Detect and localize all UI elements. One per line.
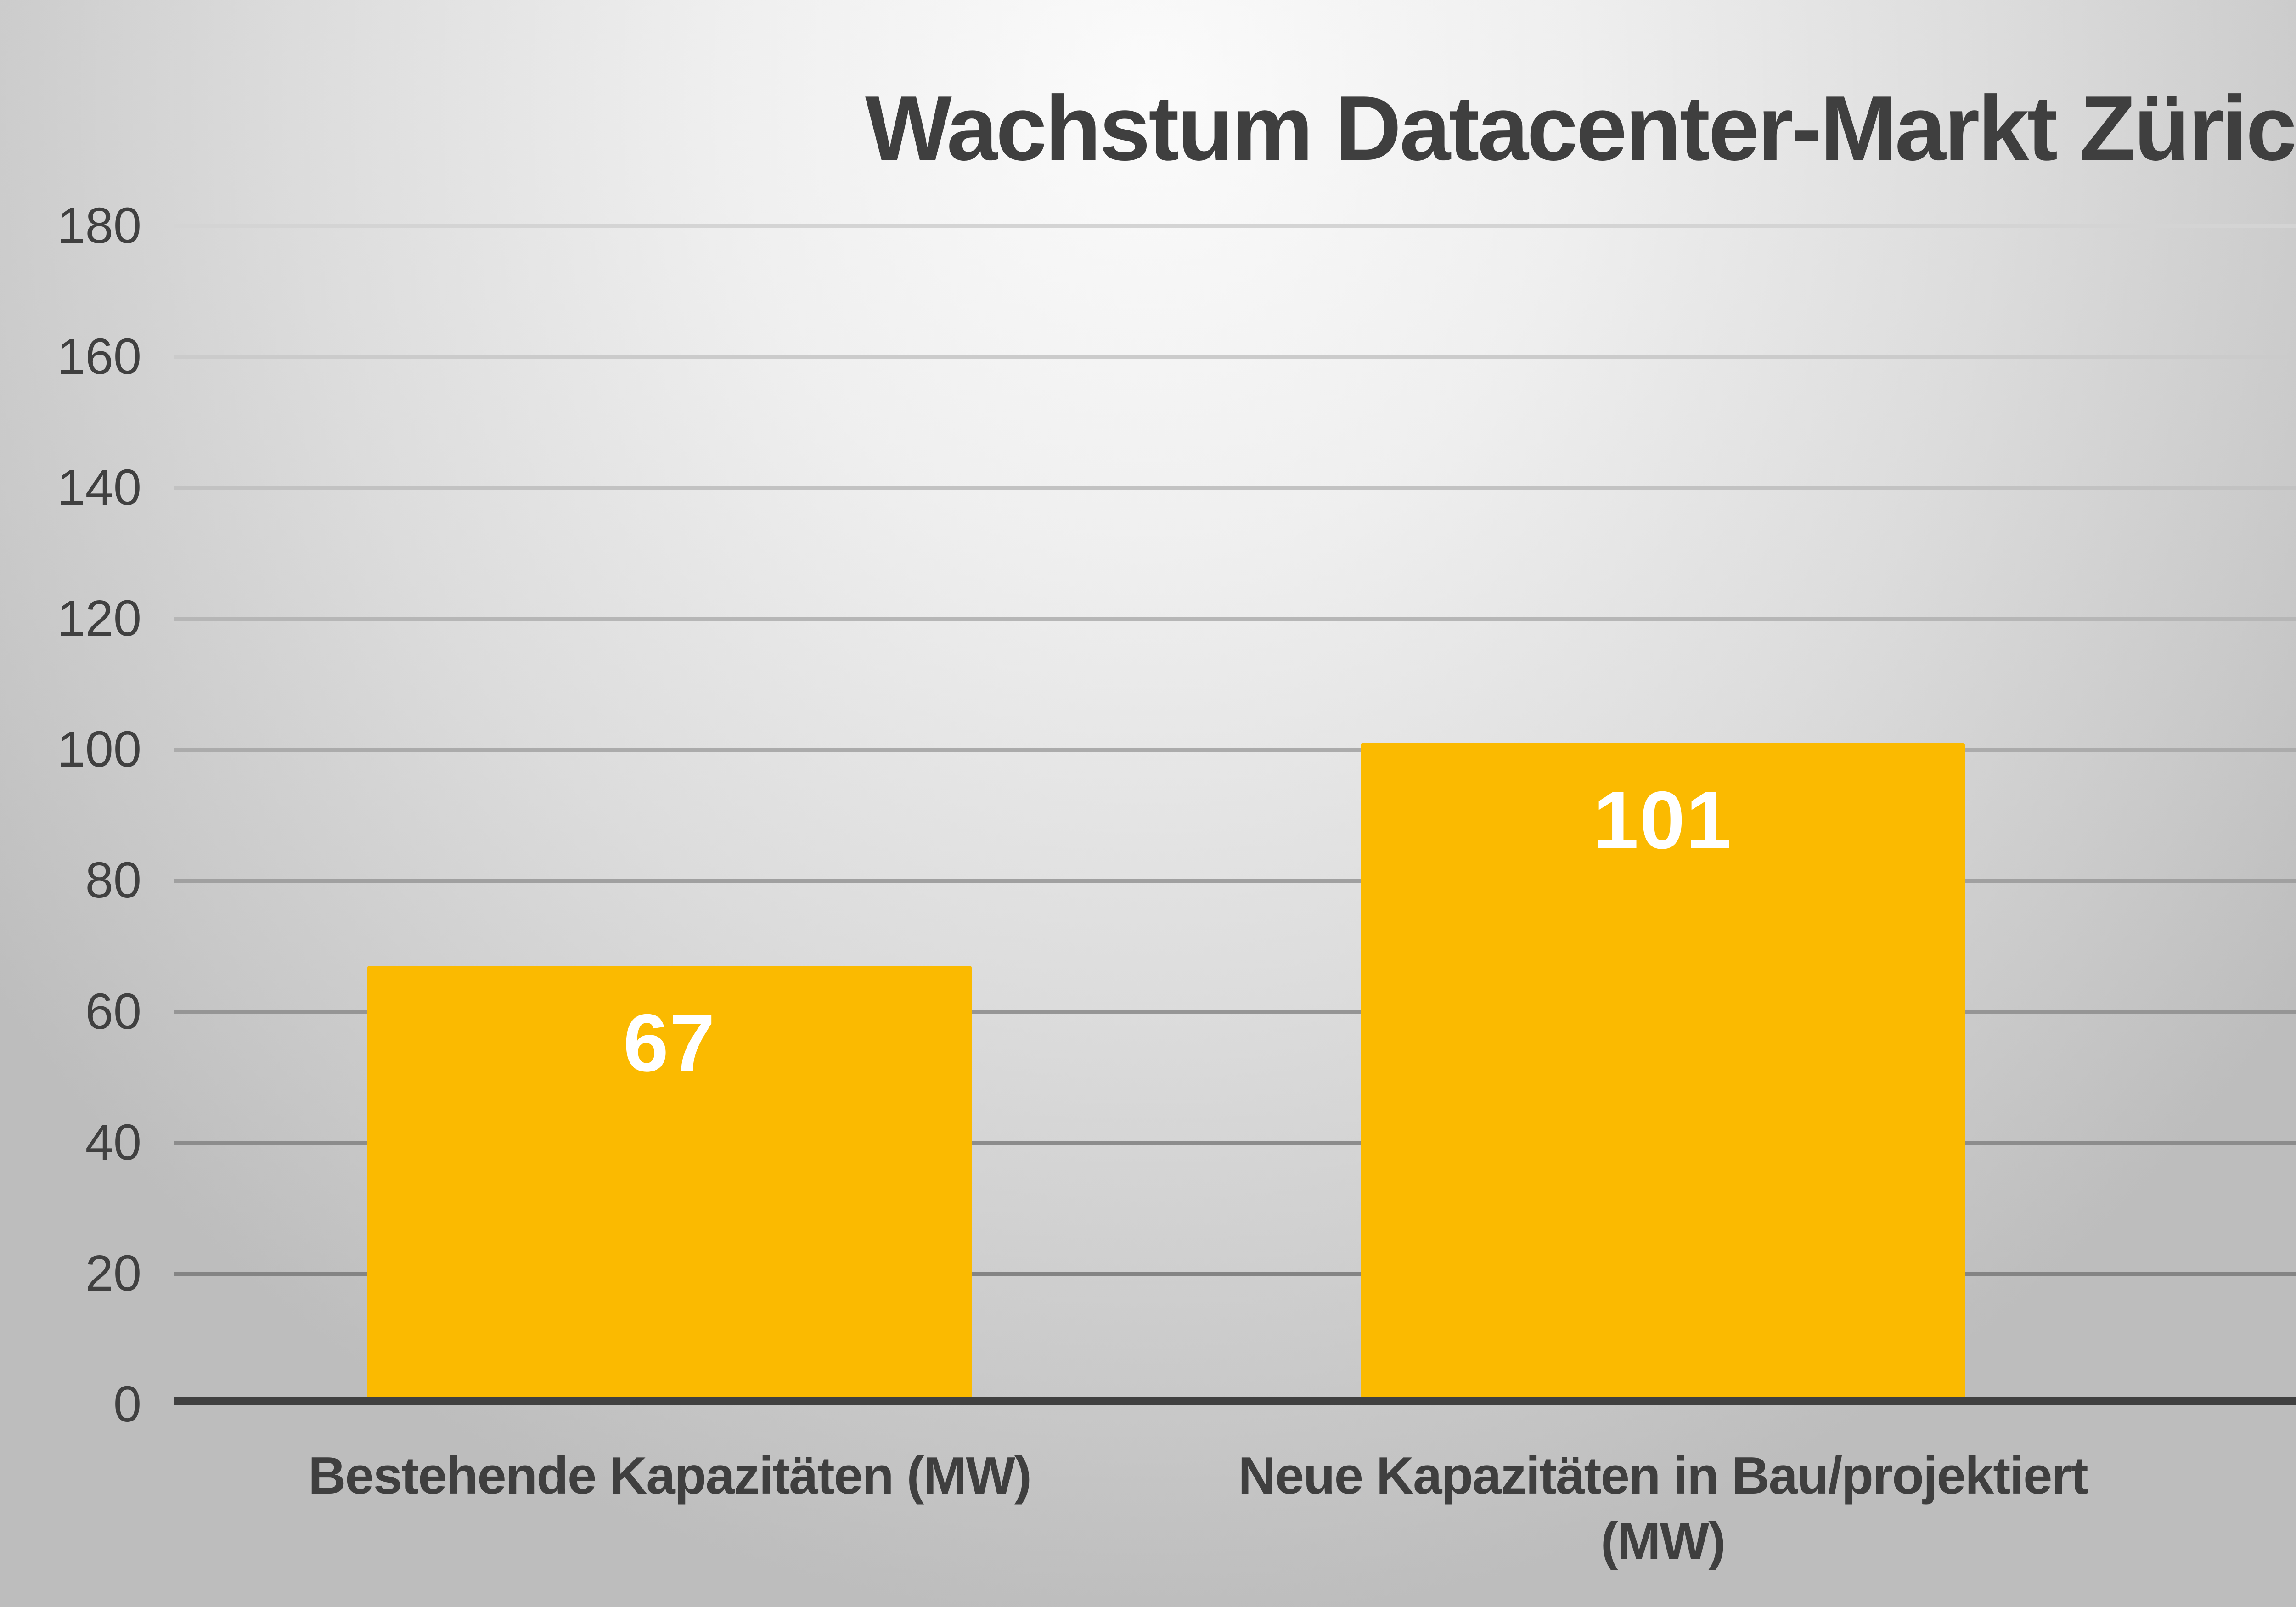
category-label-line1: Bestehende Kapazitäten (MW) xyxy=(308,1447,1032,1505)
gridline-120 xyxy=(174,617,2296,621)
bar-neue-kapazitaeten[interactable]: 101 xyxy=(1361,743,1965,1404)
y-tick-label: 20 xyxy=(85,1245,141,1302)
plot-area: 180 160 140 120 100 80 60 40 20 0 67 101… xyxy=(57,201,2296,1430)
y-tick-label: 0 xyxy=(113,1376,141,1432)
bar-value-label: 67 xyxy=(623,997,716,1088)
y-tick-label: 140 xyxy=(57,459,141,516)
category-label-bestehende: Bestehende Kapazitäten (MW) xyxy=(141,1443,1198,1509)
bar-bestehende-kapazitaeten[interactable]: 67 xyxy=(367,966,972,1404)
category-label-total: Total xyxy=(2127,1443,2296,1509)
category-label-line1: Total xyxy=(2127,1443,2296,1509)
x-axis-line xyxy=(174,1397,2296,1405)
gridline-140 xyxy=(174,486,2296,490)
category-label-line2: (MW) xyxy=(1600,1512,1726,1571)
y-tick-label: 40 xyxy=(85,1114,141,1171)
gridline-80 xyxy=(174,879,2296,883)
y-tick-label: 180 xyxy=(57,197,141,254)
gridline-180 xyxy=(174,224,2296,228)
gridline-20 xyxy=(174,1272,2296,1276)
gridline-100 xyxy=(174,748,2296,752)
category-label-neue: Neue Kapazitäten in Bau/projektiert (MW) xyxy=(1135,1443,2191,1574)
y-tick-label: 60 xyxy=(85,983,141,1040)
gridline-40 xyxy=(174,1141,2296,1145)
y-tick-label: 160 xyxy=(57,328,141,385)
y-tick-label: 80 xyxy=(85,852,141,908)
category-label-line1: Neue Kapazitäten in Bau/projektiert xyxy=(1238,1447,2088,1505)
bar-value-label: 101 xyxy=(1593,774,1733,866)
y-tick-label: 120 xyxy=(57,590,141,647)
chart-title: Wachstum Datacenter-Markt Zürich xyxy=(865,77,2296,180)
gridline-60 xyxy=(174,1010,2296,1014)
y-tick-label: 100 xyxy=(57,721,141,778)
gridline-160 xyxy=(174,355,2296,359)
